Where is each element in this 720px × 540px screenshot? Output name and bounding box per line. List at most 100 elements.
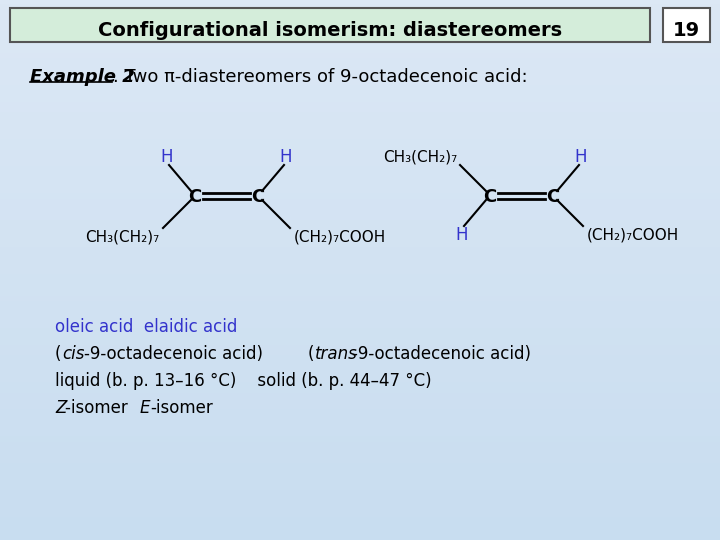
Bar — [0, 113, 720, 119]
Bar — [0, 259, 720, 265]
Bar — [0, 454, 720, 459]
Bar — [0, 227, 720, 232]
Bar — [0, 108, 720, 113]
Bar — [0, 281, 720, 286]
Bar — [0, 38, 720, 43]
Bar — [0, 86, 720, 92]
Bar — [0, 135, 720, 140]
Bar — [0, 286, 720, 292]
Bar — [0, 124, 720, 130]
Bar — [0, 400, 720, 405]
Bar — [0, 432, 720, 437]
Bar — [0, 448, 720, 454]
Text: trans: trans — [315, 345, 358, 363]
Bar — [0, 427, 720, 432]
Bar — [0, 22, 720, 27]
Bar — [0, 329, 720, 335]
Bar — [0, 389, 720, 394]
Bar — [0, 486, 720, 491]
Bar — [0, 292, 720, 297]
Bar — [0, 221, 720, 227]
Text: (: ( — [308, 345, 315, 363]
Text: CH₃(CH₂)₇: CH₃(CH₂)₇ — [85, 230, 159, 245]
Bar — [0, 27, 720, 32]
Text: H: H — [161, 148, 174, 166]
Text: H: H — [456, 226, 468, 244]
Bar — [0, 470, 720, 475]
Text: liquid (b. p. 13–16 °C)    solid (b. p. 44–47 °C): liquid (b. p. 13–16 °C) solid (b. p. 44–… — [55, 372, 431, 390]
Bar — [0, 410, 720, 416]
Bar — [0, 151, 720, 157]
Text: C: C — [251, 188, 265, 206]
Bar — [0, 157, 720, 162]
Bar — [0, 162, 720, 167]
Bar — [0, 535, 720, 540]
Bar — [0, 49, 720, 54]
Bar — [0, 513, 720, 518]
Text: (: ( — [55, 345, 61, 363]
Bar — [0, 173, 720, 178]
Bar — [0, 238, 720, 243]
Text: -isomer: -isomer — [150, 399, 212, 417]
Text: E: E — [140, 399, 150, 417]
Bar — [0, 437, 720, 443]
Bar — [0, 383, 720, 389]
Bar — [0, 146, 720, 151]
Bar — [0, 313, 720, 319]
Bar — [0, 416, 720, 421]
Bar — [0, 394, 720, 400]
Bar — [0, 508, 720, 513]
Bar — [0, 216, 720, 221]
Bar — [0, 59, 720, 65]
Bar — [0, 194, 720, 200]
Text: cis: cis — [62, 345, 84, 363]
Bar — [0, 335, 720, 340]
Bar — [0, 76, 720, 81]
Bar — [0, 205, 720, 211]
Text: C: C — [189, 188, 202, 206]
Bar — [0, 70, 720, 76]
Bar — [0, 254, 720, 259]
Bar — [0, 302, 720, 308]
Bar — [0, 459, 720, 464]
Bar — [0, 319, 720, 324]
Bar — [0, 65, 720, 70]
Bar — [0, 356, 720, 362]
Text: C: C — [483, 188, 497, 206]
Text: Z: Z — [55, 399, 66, 417]
Bar — [0, 32, 720, 38]
Bar — [0, 405, 720, 410]
Bar — [0, 178, 720, 184]
Bar — [0, 0, 720, 5]
Bar — [0, 529, 720, 535]
Text: -9-octadecenoic acid): -9-octadecenoic acid) — [84, 345, 263, 363]
Text: Configurational isomerism: diastereomers: Configurational isomerism: diastereomers — [98, 21, 562, 39]
Text: oleic acid  elaidic acid: oleic acid elaidic acid — [55, 318, 238, 336]
Text: -isomer: -isomer — [65, 399, 138, 417]
Bar — [0, 54, 720, 59]
Bar — [663, 8, 710, 42]
Text: (CH₂)₇COOH: (CH₂)₇COOH — [294, 230, 386, 245]
Bar — [0, 211, 720, 216]
Bar — [0, 130, 720, 135]
Bar — [0, 475, 720, 481]
Bar — [0, 491, 720, 497]
Bar — [0, 481, 720, 486]
Text: -9-octadecenoic acid): -9-octadecenoic acid) — [352, 345, 531, 363]
Text: CH₃(CH₂)₇: CH₃(CH₂)₇ — [383, 150, 457, 165]
Bar — [10, 8, 650, 42]
Bar — [0, 497, 720, 502]
Bar — [0, 200, 720, 205]
Bar — [0, 11, 720, 16]
Bar — [0, 265, 720, 270]
Text: Example 2: Example 2 — [30, 68, 135, 86]
Bar — [0, 346, 720, 351]
Bar — [0, 340, 720, 346]
Bar — [0, 16, 720, 22]
Bar — [0, 275, 720, 281]
Bar — [0, 81, 720, 86]
Text: (CH₂)₇COOH: (CH₂)₇COOH — [587, 227, 679, 242]
Text: H: H — [575, 148, 588, 166]
Bar — [0, 443, 720, 448]
Text: C: C — [546, 188, 559, 206]
